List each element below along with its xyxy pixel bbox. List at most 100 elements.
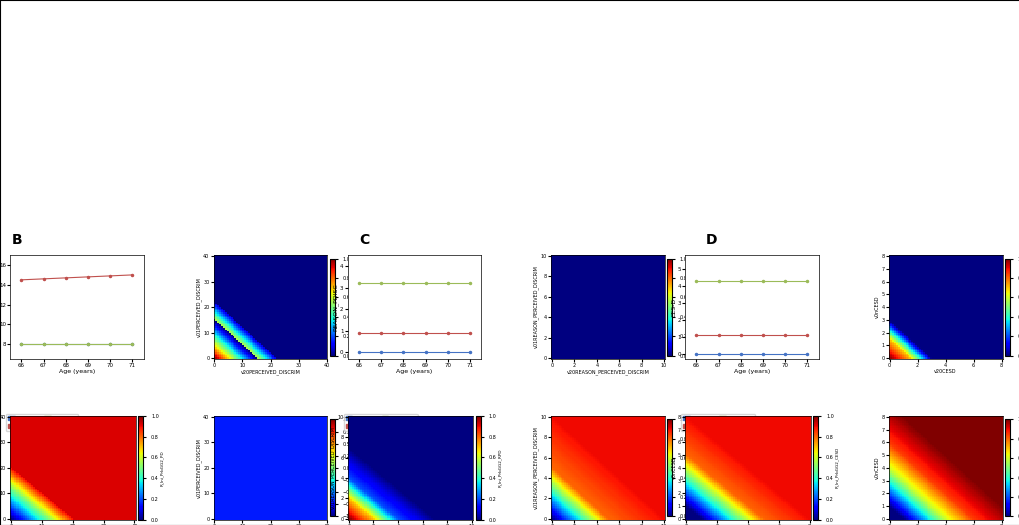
- Text: 215.79: 215.79: [322, 68, 351, 77]
- Bar: [383, 197, 455, 216]
- Text: Quadratic: Quadratic: [20, 106, 65, 115]
- Text: 0.18: 0.18: [964, 164, 981, 173]
- Text: 0.34: 0.34: [964, 183, 981, 192]
- Bar: [10, 216, 179, 235]
- Bar: [289, 197, 383, 216]
- Text: 0.13: 0.13: [411, 68, 428, 77]
- Y-axis label: v01REASON_PERCEIVED_DISCRIM: v01REASON_PERCEIVED_DISCRIM: [533, 426, 539, 509]
- X-axis label: v20PERCEIVED_DISCRIM: v20PERCEIVED_DISCRIM: [240, 370, 301, 375]
- Text: -0.228: -0.228: [774, 183, 800, 192]
- Bar: [733, 101, 843, 120]
- Bar: [179, 178, 289, 197]
- Text: Linear: Linear: [20, 87, 50, 96]
- Text: D: D: [705, 233, 716, 247]
- Text: 0.0039: 0.0039: [599, 202, 627, 211]
- Bar: [733, 178, 843, 197]
- Text: 331.91: 331.91: [220, 68, 248, 77]
- Bar: [566, 159, 659, 178]
- Text: beta: beta: [501, 29, 521, 38]
- Bar: [659, 178, 733, 197]
- Bar: [936, 101, 1009, 120]
- Text: 0.304: 0.304: [223, 106, 246, 115]
- Bar: [566, 63, 659, 82]
- Text: RPD total score: RPD total score: [14, 49, 93, 58]
- Text: 0.0038: 0.0038: [875, 106, 903, 115]
- Bar: [10, 63, 179, 82]
- Y-axis label: R_Ini_PrbGG2_CESD: R_Ini_PrbGG2_CESD: [835, 447, 839, 488]
- Bar: [843, 216, 936, 235]
- Bar: [179, 101, 289, 120]
- Bar: [936, 63, 1009, 82]
- Bar: [10, 44, 1009, 63]
- Bar: [733, 25, 843, 44]
- Text: A: A: [8, 7, 20, 23]
- Text: beta: beta: [225, 29, 244, 38]
- Text: 0.338: 0.338: [223, 183, 246, 192]
- Bar: [10, 178, 179, 197]
- Text: 0.38: 0.38: [964, 202, 981, 211]
- Bar: [659, 120, 733, 140]
- Y-axis label: R_Ini_PrbGG3_RPD: R_Ini_PrbGG3_RPD: [689, 449, 692, 487]
- Bar: [843, 25, 936, 44]
- Text: 0.00001: 0.00001: [771, 125, 804, 134]
- Text: 0.238: 0.238: [878, 183, 901, 192]
- Y-axis label: v01PERCEIVED_DISCRIM: v01PERCEIVED_DISCRIM: [196, 438, 202, 498]
- Bar: [10, 5, 179, 25]
- X-axis label: v20REASON_PERCEIVED_DISCRIM: v20REASON_PERCEIVED_DISCRIM: [566, 370, 649, 375]
- Bar: [10, 82, 179, 101]
- Bar: [843, 120, 936, 140]
- Bar: [659, 159, 733, 178]
- Bar: [733, 159, 843, 178]
- Text: -0.0018: -0.0018: [219, 125, 250, 134]
- Text: 0.96: 0.96: [964, 68, 981, 77]
- Text: 0.00004: 0.00004: [320, 221, 353, 230]
- Text: -0.0094: -0.0094: [494, 106, 528, 115]
- Text: 0.60: 0.60: [411, 183, 428, 192]
- Text: B: B: [12, 233, 22, 247]
- Text: 0.45: 0.45: [687, 221, 705, 230]
- Text: 0.276: 0.276: [600, 87, 626, 96]
- X-axis label: Age (years): Age (years): [395, 370, 432, 374]
- Bar: [179, 25, 289, 44]
- Text: Linear: Linear: [20, 183, 50, 192]
- Bar: [289, 159, 383, 178]
- Text: 0.70: 0.70: [411, 164, 428, 173]
- Bar: [659, 25, 733, 44]
- Bar: [733, 5, 1009, 25]
- Bar: [659, 216, 733, 235]
- Bar: [383, 63, 455, 82]
- Text: Group 1: Group 1: [298, 10, 337, 20]
- X-axis label: Age (years): Age (years): [59, 370, 95, 374]
- Text: P: P: [970, 29, 975, 38]
- Bar: [936, 178, 1009, 197]
- Y-axis label: v01REASON_PERCEIVED_DISCRIM: v01REASON_PERCEIVED_DISCRIM: [330, 426, 335, 509]
- Bar: [289, 216, 383, 235]
- Bar: [566, 197, 659, 216]
- Text: 0.014: 0.014: [684, 125, 708, 134]
- Bar: [455, 82, 566, 101]
- Text: -5.765: -5.765: [221, 164, 247, 173]
- Y-axis label: R_Ini_PrbGG1_PD: R_Ini_PrbGG1_PD: [352, 289, 356, 325]
- Bar: [383, 25, 455, 44]
- Text: 6.341: 6.341: [600, 68, 626, 77]
- Text: Cubic: Cubic: [20, 125, 48, 134]
- Text: 0.017: 0.017: [684, 106, 708, 115]
- Text: -0.0020: -0.0020: [495, 202, 526, 211]
- Bar: [455, 178, 566, 197]
- Text: 0.00001: 0.00001: [595, 125, 631, 134]
- Text: 0.91: 0.91: [687, 164, 705, 173]
- Bar: [659, 82, 733, 101]
- Bar: [936, 197, 1009, 216]
- Bar: [936, 159, 1009, 178]
- Bar: [659, 63, 733, 82]
- Text: 0.0012: 0.0012: [322, 125, 350, 134]
- Text: 0.61: 0.61: [687, 202, 705, 211]
- Bar: [455, 25, 566, 44]
- Text: 0.0034: 0.0034: [875, 202, 903, 211]
- Text: 0.204: 0.204: [325, 106, 347, 115]
- Y-axis label: CES-D: CES-D: [671, 297, 676, 317]
- Text: Cubic: Cubic: [20, 221, 48, 230]
- Bar: [455, 159, 566, 178]
- Text: 0.33: 0.33: [411, 221, 428, 230]
- X-axis label: Age (years): Age (years): [733, 370, 769, 374]
